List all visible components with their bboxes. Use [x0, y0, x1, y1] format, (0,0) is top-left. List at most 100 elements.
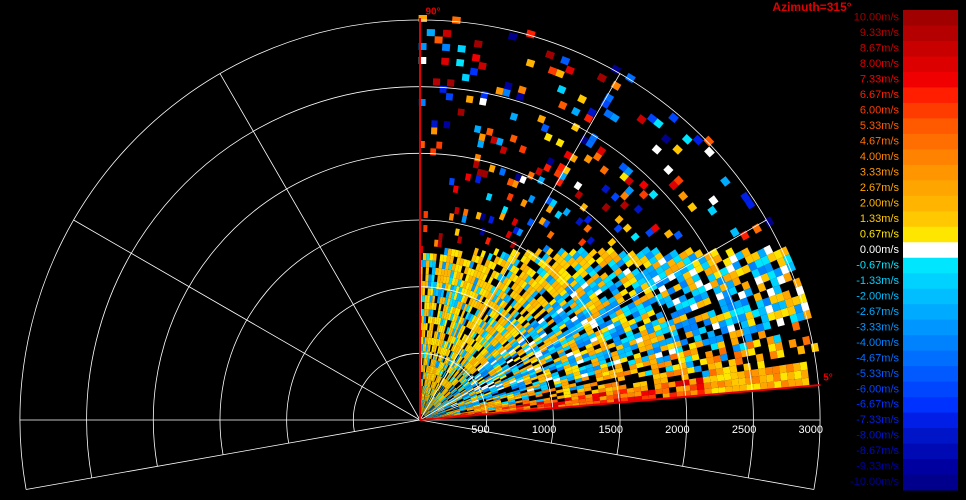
echo-cell — [479, 328, 485, 336]
echo-cell — [499, 374, 507, 380]
echo-cell — [616, 371, 625, 378]
echo-cell — [613, 224, 623, 234]
echo-cell — [501, 378, 509, 384]
echo-cell — [423, 400, 427, 408]
echo-cell — [422, 408, 426, 415]
echo-cell — [445, 290, 450, 299]
echo-cell — [446, 349, 451, 357]
echo-cell — [661, 326, 670, 335]
echo-cell — [435, 367, 439, 375]
echo-cell — [696, 300, 706, 309]
echo-cell — [636, 341, 646, 349]
echo-cell — [791, 295, 801, 306]
colorbar-label: -8.00m/s — [856, 430, 899, 442]
echo-cell — [608, 284, 617, 293]
echo-cell — [668, 347, 677, 355]
echo-cell — [446, 393, 453, 399]
echo-cell — [467, 412, 475, 415]
echo-cell — [709, 375, 718, 383]
echo-cell — [456, 331, 461, 339]
echo-cell — [432, 398, 438, 405]
echo-cell — [627, 301, 636, 310]
colorbar-cell — [903, 366, 958, 383]
echo-cell — [431, 411, 439, 415]
echo-cell — [707, 205, 718, 216]
echo-cell — [484, 324, 492, 332]
echo-cell — [445, 408, 453, 412]
echo-cell — [730, 371, 739, 380]
echo-cell — [442, 29, 452, 38]
echo-cell — [476, 278, 482, 287]
echo-cell — [475, 263, 481, 272]
echo-cell — [579, 369, 588, 375]
echo-cell — [453, 361, 458, 369]
echo-cell — [527, 392, 536, 397]
colorbar-cell — [903, 319, 958, 336]
echo-cell — [501, 319, 508, 327]
echo-cell — [572, 293, 581, 302]
echo-cell — [430, 337, 434, 346]
echo-cell — [629, 306, 639, 314]
echo-cell — [574, 322, 583, 329]
echo-cell — [776, 317, 785, 327]
echo-cell — [773, 380, 782, 389]
echo-cell — [489, 385, 497, 391]
echo-cell — [526, 218, 535, 227]
echo-cell — [448, 291, 453, 299]
echo-cell — [493, 312, 500, 321]
echo-cell — [636, 114, 647, 125]
echo-cell — [685, 361, 694, 369]
echo-cell — [421, 407, 424, 415]
echo-cell — [546, 266, 555, 275]
echo-cell — [458, 402, 465, 406]
echo-cell — [455, 338, 460, 346]
echo-cell — [450, 400, 457, 405]
echo-cell — [633, 386, 642, 393]
echo-cell — [422, 337, 425, 345]
echo-cell — [457, 401, 465, 405]
echo-cell — [551, 261, 560, 270]
echo-cell — [627, 318, 637, 326]
echo-cell — [554, 264, 563, 273]
colorbar-label: -4.00m/s — [856, 337, 899, 349]
echo-cell — [474, 387, 482, 393]
echo-cell — [704, 388, 712, 396]
echo-cell — [429, 323, 432, 331]
echo-cell — [747, 347, 756, 357]
echo-cell — [553, 304, 562, 312]
echo-cell — [759, 375, 767, 384]
echo-cell — [480, 406, 488, 410]
echo-cell — [583, 296, 592, 305]
echo-cell — [446, 342, 451, 350]
echo-cell — [507, 397, 515, 401]
echo-cell — [802, 335, 811, 346]
echo-cell — [438, 408, 445, 413]
echo-cell — [673, 269, 683, 278]
echo-cell — [473, 404, 481, 408]
echo-cell — [766, 252, 777, 263]
echo-cell — [462, 360, 469, 367]
echo-cell — [433, 359, 437, 367]
echo-cell — [580, 372, 589, 378]
echo-cell — [611, 288, 620, 297]
echo-cell — [432, 381, 436, 389]
echo-cell — [451, 403, 458, 407]
echo-cell — [737, 290, 747, 300]
echo-cell — [459, 376, 466, 383]
echo-cell — [763, 216, 775, 228]
echo-cell — [504, 286, 511, 295]
echo-cell — [654, 251, 664, 261]
echo-cell — [708, 336, 718, 345]
echo-cell — [693, 294, 703, 303]
echo-cell — [424, 386, 427, 394]
echo-cell — [543, 400, 551, 404]
echo-cell — [430, 351, 433, 360]
echo-cell — [432, 415, 440, 418]
echo-cell — [430, 330, 433, 338]
echo-cell — [573, 371, 581, 377]
echo-cell — [570, 392, 579, 398]
echo-cell — [702, 376, 711, 384]
echo-cell — [751, 223, 762, 234]
colorbar-cell — [903, 71, 958, 88]
echo-cell — [485, 397, 494, 402]
